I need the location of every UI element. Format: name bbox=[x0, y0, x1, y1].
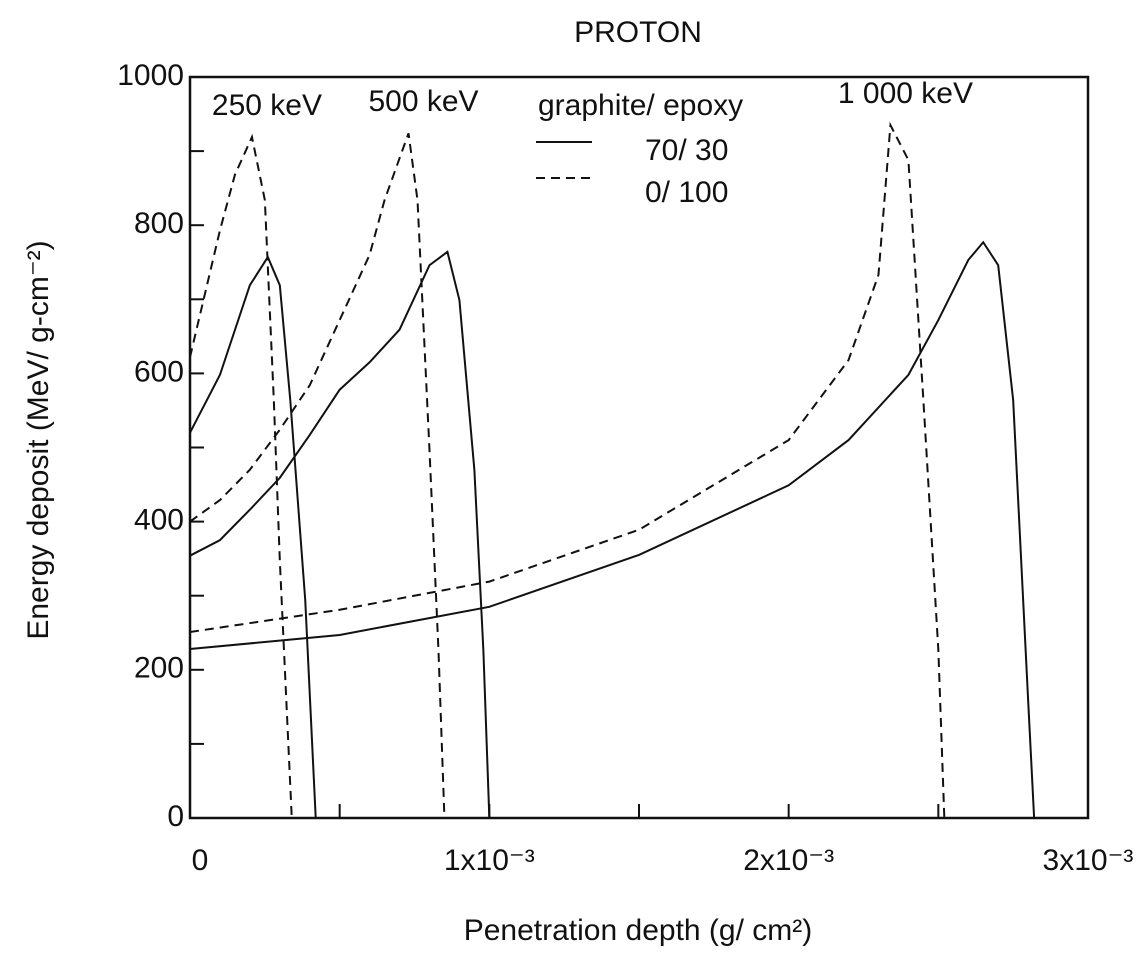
y-tick-label: 400 bbox=[134, 504, 184, 537]
data-line bbox=[189, 240, 1036, 819]
data-line bbox=[189, 254, 317, 819]
legend-title: graphite/ epoxy bbox=[538, 89, 743, 122]
legend-label: 70/ 30 bbox=[645, 134, 728, 167]
plot-frame bbox=[188, 75, 1090, 820]
energy-label: 1 000 keV bbox=[838, 77, 973, 110]
data-line bbox=[189, 250, 491, 819]
x-axis-title: Penetration depth (g/ cm²) bbox=[464, 914, 813, 947]
x-tick-label: 1x10⁻³ bbox=[444, 844, 535, 877]
energy-label: 500 keV bbox=[368, 85, 478, 118]
y-tick-label: 200 bbox=[134, 652, 184, 685]
x-tick-label: 3x10⁻³ bbox=[1043, 844, 1134, 877]
y-axis-title: Energy deposit (MeV/ g-cm⁻²) bbox=[22, 240, 55, 639]
legend-label: 0/ 100 bbox=[645, 176, 728, 209]
chart-title: PROTON bbox=[574, 16, 702, 49]
data-line bbox=[189, 132, 446, 819]
data-line bbox=[189, 133, 293, 819]
data-line bbox=[189, 121, 946, 819]
y-tick-label: 1000 bbox=[117, 59, 184, 92]
y-tick-label: 600 bbox=[134, 355, 184, 388]
y-tick-label: 0 bbox=[167, 800, 184, 833]
x-tick-label: 2x10⁻³ bbox=[743, 844, 834, 877]
x-tick-label: 0 bbox=[192, 844, 209, 877]
energy-label: 250 keV bbox=[212, 89, 322, 122]
y-tick-label: 800 bbox=[134, 207, 184, 240]
